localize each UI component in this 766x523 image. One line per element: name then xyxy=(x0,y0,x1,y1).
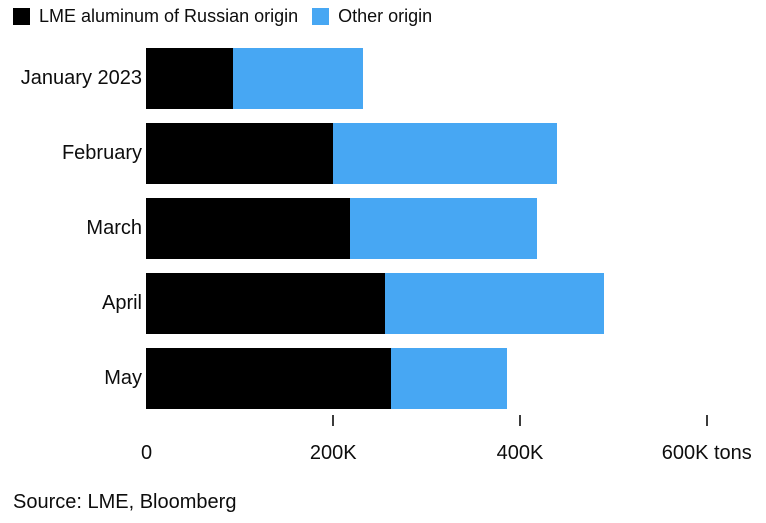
bar-segment-other xyxy=(350,198,538,259)
x-axis-tick-label: 200K xyxy=(309,442,357,464)
bar-segment-other xyxy=(232,48,363,109)
x-axis-tick-label: 600K tons xyxy=(661,442,752,464)
chart-legend: LME aluminum of Russian origin Other orig… xyxy=(13,7,432,25)
bar-segment-russian xyxy=(146,48,233,109)
category-label: April xyxy=(101,292,142,314)
source-caption: Source: LME, Bloomberg xyxy=(13,491,237,513)
category-label: May xyxy=(104,367,142,389)
bar-segment-russian xyxy=(146,198,351,259)
bar-segment-other xyxy=(385,273,605,334)
bar-segment-russian xyxy=(146,273,386,334)
x-axis-tick-mark xyxy=(705,415,708,426)
legend-label: LME aluminum of Russian origin xyxy=(39,6,299,26)
bar-segment-russian xyxy=(146,123,333,184)
x-axis-tick-label: 0 xyxy=(140,442,153,464)
bar-segment-other xyxy=(332,123,557,184)
category-label: March xyxy=(86,217,142,239)
legend-swatch-icon xyxy=(13,7,30,25)
x-axis-tick-mark xyxy=(519,415,521,426)
bar-segment-russian xyxy=(146,348,391,409)
bar-segment-other xyxy=(390,348,508,409)
legend-label: Other origin xyxy=(338,6,433,26)
category-label: February xyxy=(61,142,142,164)
x-axis-tick-label: 400K xyxy=(496,442,544,464)
legend-item-0: LME aluminum of Russian origin xyxy=(13,7,298,25)
legend-swatch-icon xyxy=(312,7,330,25)
x-axis-tick-mark xyxy=(332,415,335,426)
legend-item-1: Other origin xyxy=(312,7,432,25)
category-label: January 2023 xyxy=(20,67,142,89)
